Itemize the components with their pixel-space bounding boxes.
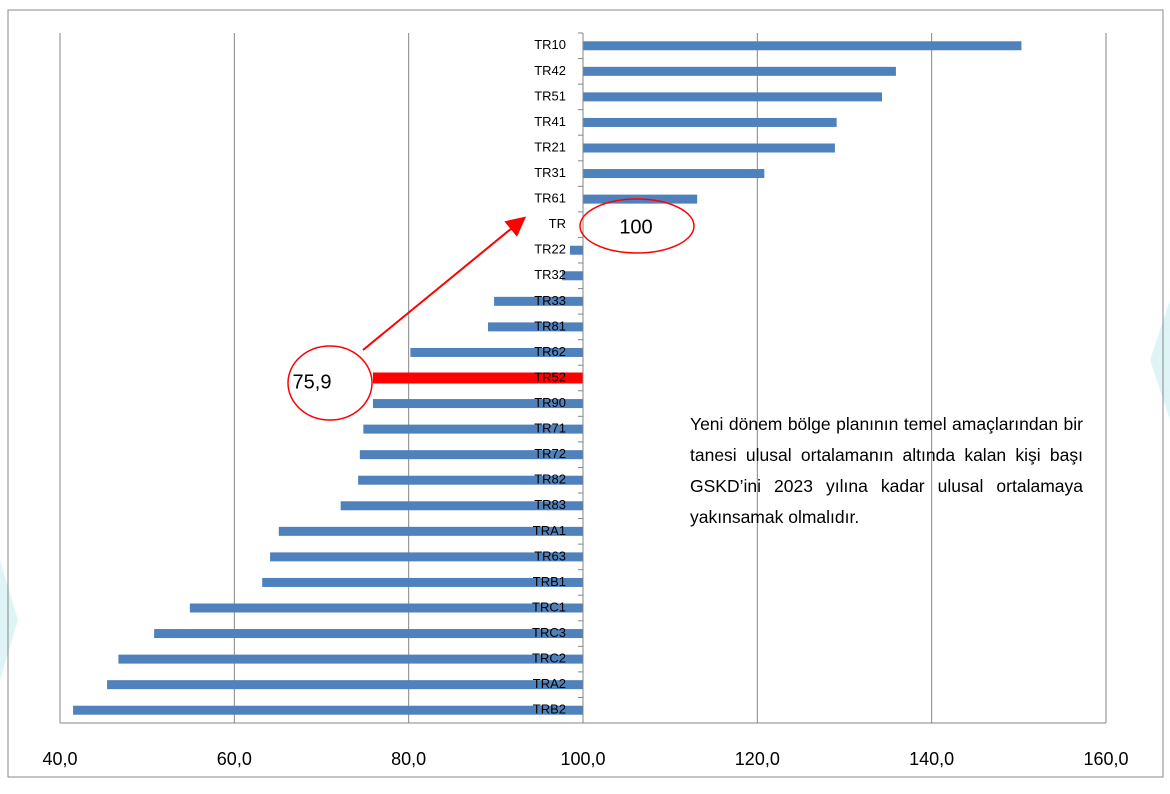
y-tick-label: TR22 [534,242,566,257]
bar [340,501,583,511]
bar [569,245,583,255]
y-tick-label: TR [549,216,566,231]
bar [583,143,835,153]
decoration [0,560,18,680]
x-tick-label: 120,0 [735,749,780,769]
bar [358,475,583,485]
y-tick-label: TR21 [534,139,566,154]
note-box: Yeni dönem bölge planının temel amaçları… [690,414,1083,527]
y-tick-label: TR52 [534,369,566,384]
y-tick-label: TR32 [534,267,566,282]
bar [107,680,583,690]
bar [410,347,583,357]
bar [583,66,896,76]
y-tick-label: TR82 [534,472,566,487]
y-tick-label: TR71 [534,421,566,436]
y-tick-label: TR81 [534,318,566,333]
bar [118,654,583,664]
x-tick-label: 100,0 [560,749,605,769]
plot-area: 40,0 60,0 80,0 100,0 120,0 140,0 160,0 TR10 TR42… [42,32,1129,769]
bar [359,450,583,460]
bar [583,41,1022,51]
x-tick-label: 160,0 [1083,749,1128,769]
x-tick-label: 40,0 [42,749,77,769]
bar [583,92,882,102]
x-tick-label: 60,0 [217,749,252,769]
y-tick-label: TRA1 [533,523,566,538]
chart-frame [7,9,1164,778]
y-tick-label: TR10 [534,37,566,52]
y-tick-label: TRB2 [533,702,566,717]
highlight-ellipse [287,345,373,421]
y-tick-label: TRC1 [532,599,566,614]
annotation: 100 [619,216,652,238]
bar [278,526,583,536]
highlight-ellipse [579,198,695,254]
y-tick-label: TR31 [534,165,566,180]
bar [494,296,583,306]
y-tick-label: TR83 [534,497,566,512]
bar [189,603,583,613]
bar [487,322,583,332]
y-tick-label: TR61 [534,191,566,206]
y-tick-label: TR63 [534,548,566,563]
bar [270,552,583,562]
bar [154,629,583,639]
annotation: 75,9 [293,371,332,393]
y-tick-label: TRB1 [533,574,566,589]
x-tick-label: 80,0 [391,749,426,769]
bar [262,577,583,587]
y-tick-label: TR42 [534,63,566,78]
y-tick-label: TRC3 [532,625,566,640]
arrow [362,216,527,351]
y-tick-label: TR33 [534,293,566,308]
bar [583,169,765,179]
y-tick-label: TR72 [534,446,566,461]
y-tick-label: TR90 [534,395,566,410]
bar [363,424,583,434]
y-tick-label: TR51 [534,88,566,103]
note: Yeni dönem bölge planının temel amaçları… [690,414,1083,527]
y-tick-label: TRC2 [532,651,566,666]
bar [583,117,837,127]
bar [372,372,583,384]
y-tick-label: TRA2 [533,676,566,691]
bar [73,705,583,715]
decoration [1150,300,1170,420]
bar [372,399,583,409]
bar [562,271,583,281]
x-tick-label: 140,0 [909,749,954,769]
y-tick-label: TR62 [534,344,566,359]
y-tick-label: TR41 [534,114,566,129]
